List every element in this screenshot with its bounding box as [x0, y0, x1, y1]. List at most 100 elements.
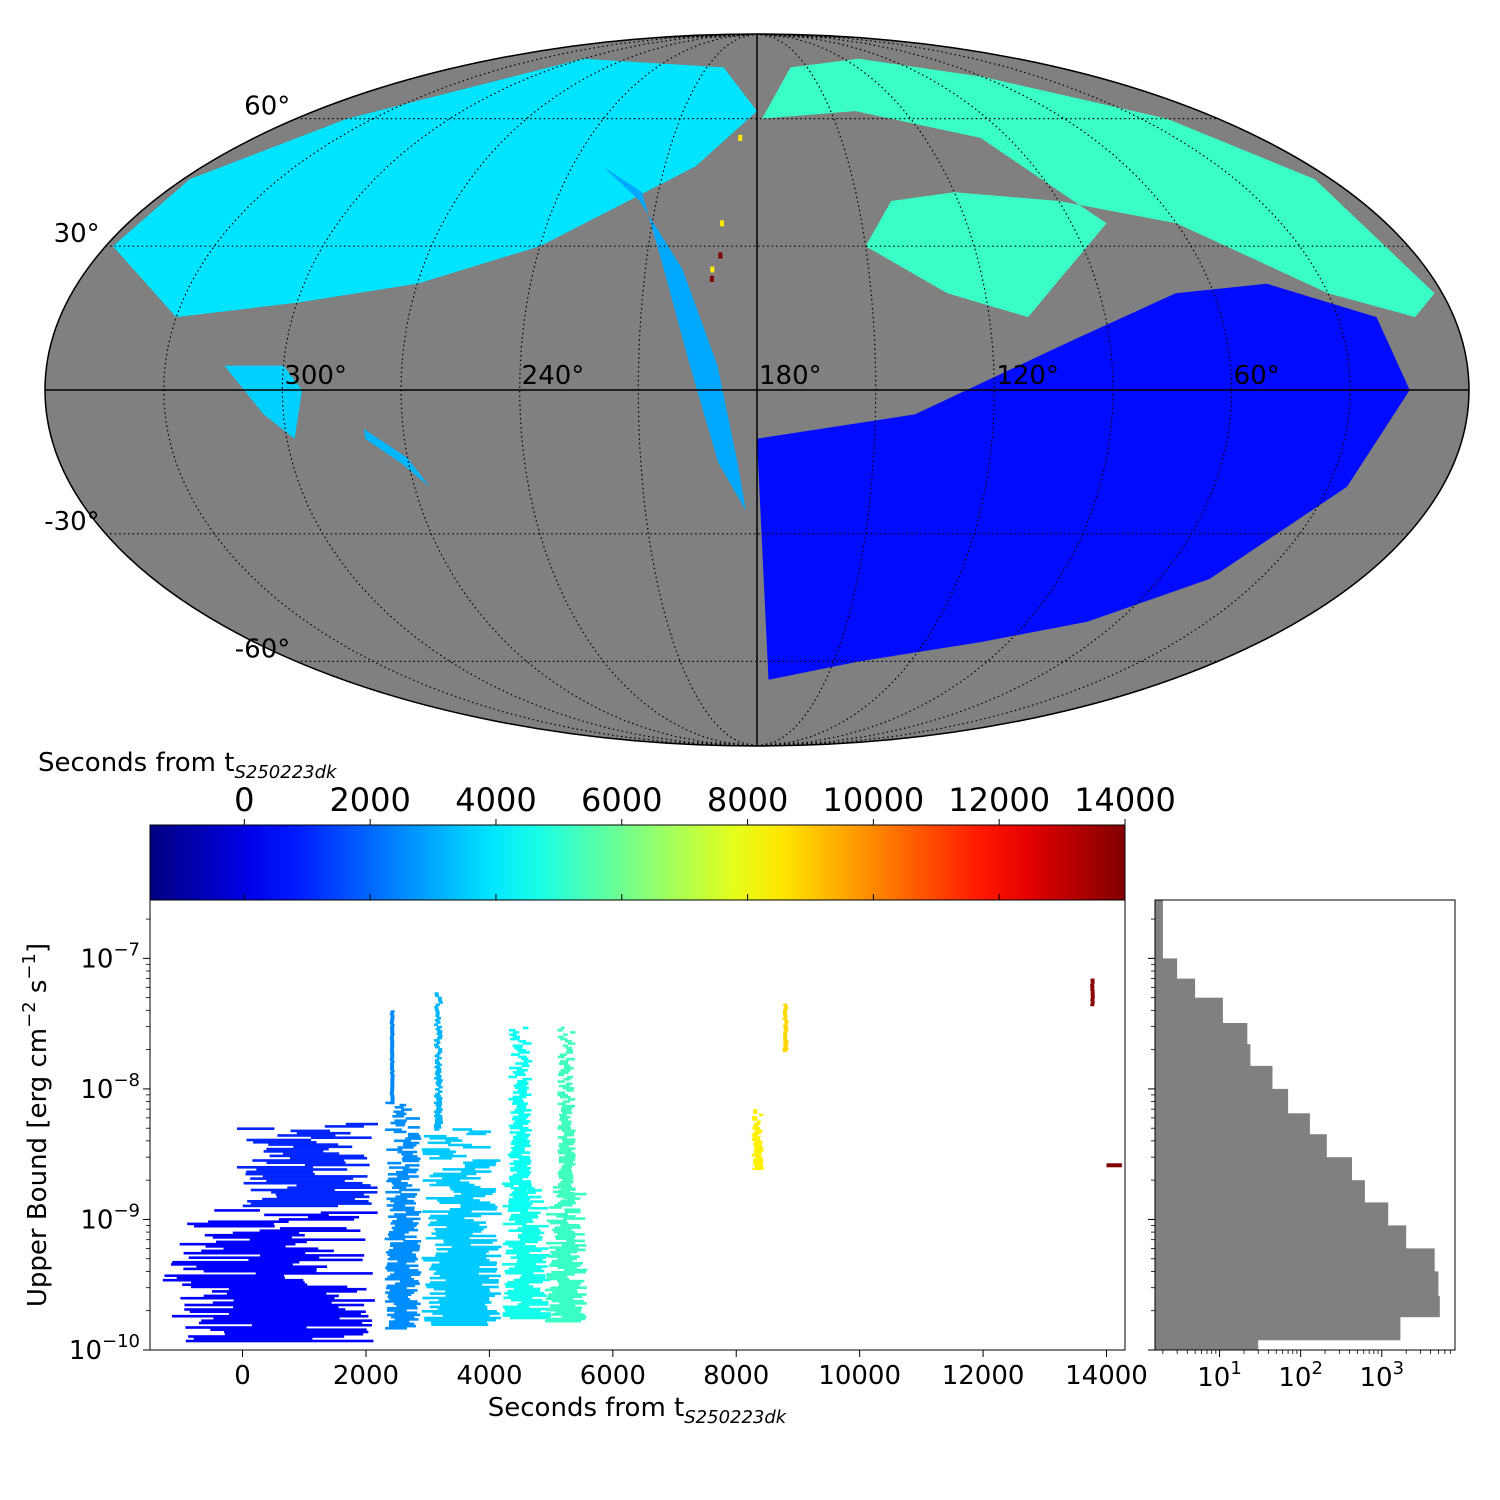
colorbar-tick-label: 2000	[329, 781, 410, 819]
scatter-segment	[559, 1176, 574, 1179]
scatter-segment	[509, 1033, 517, 1036]
scatter-segment	[560, 1187, 576, 1191]
scatter-segment	[390, 1060, 395, 1064]
scatter-segment	[507, 1153, 522, 1157]
scatter-cluster-10	[751, 1109, 764, 1171]
scatter-segment	[395, 1123, 405, 1127]
scatter-segment	[519, 1129, 532, 1132]
scatter-segment	[390, 1076, 395, 1080]
scatter-segment	[561, 1122, 571, 1126]
scatter-segment	[752, 1136, 761, 1139]
scatter-segment	[434, 1119, 443, 1122]
colorbar-tick-label: 6000	[581, 781, 662, 819]
scatter-segment	[783, 1026, 789, 1030]
scatter-segment	[504, 1292, 545, 1295]
scatter-segment	[445, 1290, 491, 1293]
scatter-segment	[557, 1149, 572, 1153]
scatter-segment	[570, 1031, 576, 1034]
scatter-frame	[149, 899, 1126, 1351]
scatter-segment	[386, 1179, 402, 1183]
scatter-segment	[389, 1166, 410, 1169]
scatter-segment	[402, 1159, 420, 1163]
scatter-segment	[753, 1158, 764, 1162]
scatter-segment	[448, 1143, 472, 1147]
scatter-segment	[509, 1175, 529, 1179]
scatter-segment	[558, 1071, 569, 1074]
scatter-segment	[213, 1317, 340, 1320]
scatter-segment	[521, 1064, 530, 1068]
scatter-segment	[429, 1301, 492, 1304]
scatter-segment	[431, 1232, 473, 1235]
scatter-segment	[527, 1189, 542, 1192]
scatter-segment	[252, 1159, 345, 1162]
scatter-segment	[461, 1170, 492, 1173]
scatter-segment	[554, 1204, 573, 1207]
scatter-segment	[389, 1235, 417, 1239]
scatter-segment	[460, 1205, 498, 1209]
scatter-segment	[212, 1301, 332, 1304]
scatter-segment	[558, 1284, 580, 1287]
histogram-bar-19	[1155, 1339, 1259, 1350]
scatter-segment	[510, 1151, 531, 1154]
scatter-segment	[557, 1055, 565, 1059]
sky-marker-0	[720, 220, 725, 227]
scatter-segment	[546, 1273, 575, 1276]
scatter-segment	[435, 1112, 441, 1116]
scatter-segment	[171, 1263, 293, 1266]
hist-x-tick-label: 102	[1278, 1358, 1323, 1393]
scatter-segment	[389, 1298, 410, 1301]
scatter-segment	[434, 1023, 438, 1027]
y-tick-label: 10−10	[69, 1331, 140, 1366]
colorbar-label: Seconds from tS250223dk	[38, 748, 338, 783]
scatter-segment	[394, 1271, 422, 1274]
scatter-segment	[436, 1219, 474, 1222]
scatter-segment	[201, 1319, 373, 1322]
scatter-segment	[551, 1270, 586, 1274]
sky-marker-4	[709, 275, 714, 282]
scatter-segment	[210, 1328, 367, 1331]
scatter-segment	[388, 1215, 407, 1218]
latitude-label: -30°	[44, 507, 99, 537]
scatter-segment	[557, 1028, 563, 1032]
scatter-segment	[422, 1152, 454, 1156]
scatter-segment	[436, 1052, 441, 1055]
scatter-segment	[547, 1277, 569, 1281]
scatter-segment	[566, 1075, 574, 1079]
scatter-y-label: Upper Bound [erg cm−2 s−1]	[19, 943, 53, 1307]
scatter-segment	[508, 1294, 547, 1297]
scatter-segment	[567, 1098, 576, 1101]
scatter-segment	[518, 1236, 543, 1239]
scatter-segment	[561, 1138, 576, 1141]
scatter-cluster-1	[236, 1122, 378, 1208]
scatter-segment	[558, 1062, 569, 1065]
scatter-segment	[390, 1062, 394, 1066]
scatter-segment	[1090, 993, 1095, 997]
scatter-segment	[248, 1258, 363, 1262]
scatter-segment	[755, 1129, 763, 1132]
colorbar-ticks: 0 2000 4000 6000 8000 10000 12000 14000	[234, 781, 1176, 900]
scatter-segment	[518, 1113, 531, 1116]
scatter-segment	[191, 1281, 305, 1284]
scatter-segment	[553, 1186, 561, 1189]
scatter-segment	[518, 1055, 527, 1059]
scatter-segment	[563, 1196, 575, 1200]
scatter-segment	[502, 1222, 527, 1226]
scatter-segment	[754, 1147, 764, 1150]
scatter-segment	[386, 1204, 406, 1207]
scatter-segment	[399, 1103, 407, 1107]
scatter-cluster-6	[501, 1180, 552, 1320]
scatter-segment	[429, 1292, 501, 1295]
histogram-bar-9	[1155, 1113, 1310, 1135]
scatter-segment	[512, 1031, 520, 1034]
scatter-segment	[508, 1218, 533, 1221]
scatter-segment	[394, 1213, 419, 1216]
scatter-segment	[395, 1195, 416, 1198]
scatter-segment	[390, 1040, 395, 1043]
scatter-segment	[436, 1234, 497, 1238]
scatter-segment	[396, 1217, 421, 1221]
scatter-segment	[552, 1259, 573, 1263]
scatter-segment	[400, 1108, 412, 1111]
scatter-segment	[393, 1130, 407, 1134]
scatter-segment	[228, 1287, 367, 1291]
scatter-segment	[507, 1280, 543, 1284]
